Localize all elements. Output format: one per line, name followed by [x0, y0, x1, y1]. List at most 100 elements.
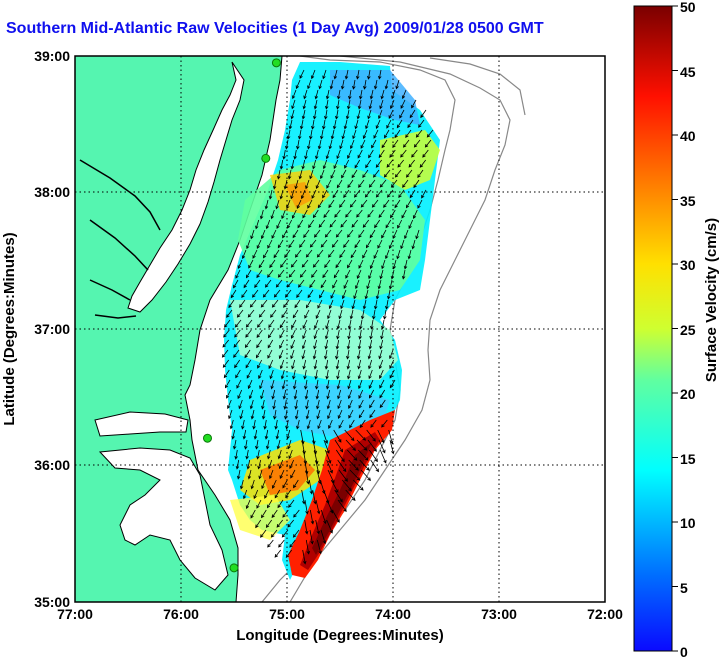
velocity-arrow: [235, 269, 241, 279]
velocity-arrow: [378, 149, 385, 159]
velocity-arrow: [411, 239, 416, 250]
velocity-arrow: [324, 349, 328, 360]
velocity-arrow: [279, 469, 285, 479]
velocity-arrow: [236, 469, 241, 480]
velocity-arrow: [301, 339, 307, 350]
velocity-arrow: [264, 199, 269, 210]
velocity-vectors: [221, 69, 434, 565]
velocity-arrow: [249, 399, 254, 410]
velocity-arrow: [287, 519, 295, 528]
velocity-arrow: [239, 479, 244, 490]
velocity-arrow: [343, 239, 350, 248]
velocity-arrow: [325, 149, 330, 160]
velocity-arrow: [284, 249, 291, 258]
velocity-arrow: [264, 489, 270, 499]
velocity-arrow: [400, 239, 405, 250]
velocity-arrow: [305, 249, 313, 258]
velocity-arrow: [258, 259, 265, 269]
velocity-arrow: [258, 369, 263, 380]
velocity-arrow: [275, 199, 280, 210]
velocity-arrow: [274, 489, 281, 499]
velocity-arrow: [341, 129, 346, 140]
radar-station-marker: [203, 433, 212, 443]
velocity-arrow: [353, 289, 358, 300]
velocity-arrow: [368, 359, 373, 370]
velocity-arrow: [335, 229, 343, 238]
colorbar-tick-label: 35: [680, 193, 696, 209]
velocity-arrow: [356, 69, 360, 80]
velocity-arrow: [347, 99, 351, 110]
velocity-arrow: [290, 159, 295, 170]
velocity-arrow: [367, 69, 371, 80]
velocity-arrow: [324, 359, 329, 370]
velocity-arrow: [305, 399, 309, 410]
velocity-arrow: [362, 169, 369, 178]
velocity-arrow: [239, 409, 244, 420]
velocity-arrow: [325, 99, 329, 110]
velocity-arrow: [274, 419, 278, 430]
velocity-arrow: [267, 339, 274, 349]
velocity-arrow: [248, 389, 254, 400]
velocity-arrow: [279, 189, 284, 200]
velocity-arrow: [370, 319, 374, 330]
velocity-arrow: [247, 379, 253, 390]
velocity-arrow: [395, 79, 400, 90]
velocity-arrow: [389, 379, 396, 389]
velocity-arrow: [255, 349, 262, 359]
velocity-arrow: [234, 319, 242, 328]
velocity-arrow: [236, 309, 244, 318]
velocity-arrow: [267, 539, 274, 548]
velocity-arrow: [322, 119, 326, 130]
velocity-arrow: [307, 139, 311, 150]
velocity-arrow: [367, 349, 372, 360]
velocity-arrow: [281, 209, 286, 220]
velocity-arrow: [388, 109, 394, 119]
velocity-arrow: [256, 329, 263, 338]
velocity-arrow: [253, 489, 259, 500]
velocity-arrow: [265, 279, 272, 288]
velocity-arrow: [385, 249, 390, 260]
velocity-arrow: [357, 369, 362, 380]
velocity-arrow: [330, 129, 335, 140]
velocity-arrow: [231, 429, 236, 440]
velocity-arrow: [340, 219, 348, 228]
velocity-arrow: [271, 299, 279, 308]
velocity-arrow: [375, 159, 383, 168]
velocity-arrow: [275, 279, 283, 288]
velocity-arrow: [417, 169, 424, 178]
velocity-arrow: [271, 229, 277, 239]
velocity-arrow: [390, 179, 398, 188]
velocity-arrow: [352, 129, 357, 140]
velocity-arrow: [276, 219, 282, 229]
velocity-arrow: [276, 519, 284, 528]
velocity-arrow: [324, 449, 332, 464]
velocity-arrow: [354, 119, 359, 130]
velocity-arrow: [290, 109, 295, 120]
velocity-arrow: [355, 429, 366, 441]
velocity-arrow: [359, 319, 363, 330]
velocity-arrow: [411, 99, 417, 109]
velocity-arrow: [314, 369, 318, 380]
velocity-arrow: [336, 149, 341, 160]
velocity-arrow: [402, 139, 410, 148]
velocity-arrow: [337, 499, 347, 512]
velocity-arrow: [291, 99, 296, 110]
velocity-arrow: [333, 269, 340, 279]
velocity-arrow: [248, 259, 254, 269]
velocity-arrow: [332, 279, 338, 289]
velocity-arrow: [270, 529, 278, 538]
velocity-arrow: [265, 519, 273, 528]
velocity-arrow: [255, 439, 259, 450]
velocity-arrow: [294, 299, 301, 309]
velocity-arrow: [301, 109, 306, 120]
velocity-arrow: [237, 259, 243, 269]
velocity-arrow: [284, 289, 292, 298]
velocity-arrow: [348, 399, 353, 409]
velocity-arrow: [325, 379, 330, 390]
velocity-arrow: [298, 129, 302, 140]
velocity-arrow: [270, 309, 277, 318]
velocity-arrow: [381, 229, 387, 239]
velocity-arrow: [408, 219, 414, 230]
velocity-arrow: [358, 229, 365, 238]
velocity-arrow: [368, 449, 378, 463]
